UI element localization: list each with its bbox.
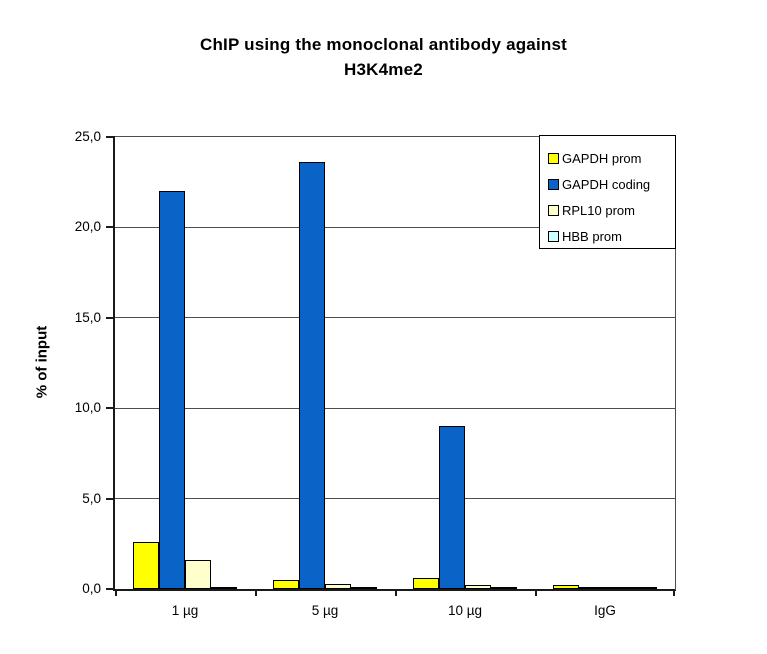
x-category-label-3: 10 µg [447,603,483,618]
legend-item-gapdh-coding: GAPDH coding [548,171,675,197]
legend-label: HBB prom [562,228,622,244]
legend-item-rpl10-prom: RPL10 prom [548,197,675,223]
legend-swatch-icon [548,152,559,164]
y-tick-label: 0,0 [82,581,101,596]
y-tick-label: 10,0 [74,400,101,416]
legend-item-gapdh-prom: GAPDH prom [548,145,675,171]
bar-gapdh-prom-1 [133,542,159,589]
bar-gapdh-coding-1 [159,191,185,589]
bar-hbb-prom-3 [491,587,517,589]
bar-hbb-prom-4 [631,587,657,589]
legend-label: GAPDH coding [562,176,651,192]
bar-gapdh-coding-3 [439,426,465,589]
bar-gapdh-prom-3 [413,578,439,589]
x-tick-mark [115,589,117,596]
bar-rpl10-prom-3 [465,585,491,589]
legend-swatch-icon [548,178,559,190]
gridline [115,498,675,500]
y-tick-label: 25,0 [74,129,101,144]
chart-title-line1: ChIP using the monoclonal antibody again… [199,35,567,54]
gridline [115,226,675,228]
legend-swatch-icon [548,230,559,242]
legend-swatch-icon [548,204,559,216]
y-tick-mark [106,497,115,500]
bar-gapdh-coding-2 [299,162,325,589]
x-category-label-1: 1 µg [171,603,199,618]
x-tick-mark [395,589,397,596]
x-category-label-2: 5 µg [311,603,339,618]
y-tick-mark [106,136,115,138]
legend-item-hbb-prom: HBB prom [548,223,675,249]
y-axis-title: % of input [33,325,51,399]
bar-hbb-prom-1 [211,587,237,589]
y-tick-mark [106,226,115,229]
bar-gapdh-prom-2 [273,580,299,589]
gridline [115,317,675,319]
chart-title-line2: H3K4me2 [344,59,423,79]
y-tick-mark [106,316,115,319]
bar-rpl10-prom-4 [605,587,631,589]
y-tick-label: 15,0 [74,309,101,325]
y-tick-mark [106,588,115,590]
bar-rpl10-prom-2 [325,584,351,589]
legend-label: GAPDH prom [562,150,642,166]
bar-hbb-prom-2 [351,587,377,589]
x-tick-mark [255,589,257,596]
legend: GAPDH prom GAPDH coding RPL10 prom HBB prom [539,135,676,249]
y-tick-mark [106,407,115,410]
x-tick-mark [673,589,675,596]
legend-label: RPL10 prom [562,202,635,218]
bar-gapdh-coding-4 [579,587,605,589]
x-tick-mark [535,589,537,596]
y-tick-label: 20,0 [74,219,101,235]
y-tick-label: 5,0 [82,490,101,506]
gridline [115,407,675,409]
chart-title: ChIP using the monoclonal antibody again… [104,33,664,82]
bar-gapdh-prom-4 [553,585,579,589]
bar-rpl10-prom-1 [185,560,211,589]
x-category-label-4: IgG [594,603,616,618]
